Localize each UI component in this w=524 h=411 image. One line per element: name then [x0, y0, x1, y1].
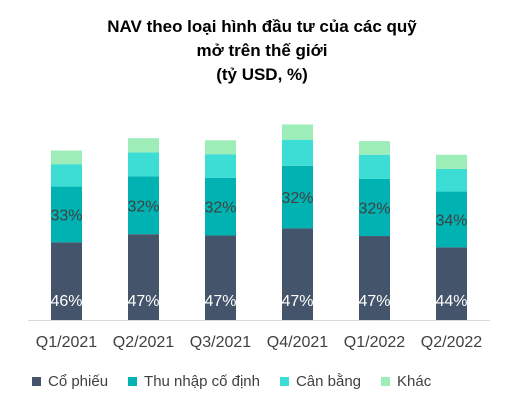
data-label: 32%: [281, 190, 313, 207]
bar-segment: [436, 247, 467, 320]
chart-title-line-1: NAV theo loại hình đầu tư của các quỹ: [107, 17, 417, 36]
data-label: 32%: [358, 201, 390, 218]
data-label: 47%: [127, 293, 159, 310]
bar-segment: [51, 164, 82, 187]
chart-title-line-3: (tỷ USD, %): [216, 65, 308, 84]
bar-segment: [359, 178, 390, 237]
bar-segment: [128, 234, 159, 320]
bar-segment: [205, 154, 236, 178]
bar-segment: [51, 242, 82, 320]
legend-label: Khác: [397, 373, 432, 390]
bar-segment: [51, 186, 82, 243]
data-label: 33%: [50, 207, 82, 224]
data-label: 44%: [435, 293, 467, 310]
legend-swatch: [32, 377, 41, 386]
x-tick-label: Q2/2022: [421, 334, 482, 351]
bar-segment: [359, 236, 390, 320]
bar-segment: [205, 235, 236, 320]
bar-segment: [128, 138, 159, 153]
data-label: 47%: [281, 293, 313, 310]
bar-segment: [205, 140, 236, 155]
bar-segment: [359, 154, 390, 179]
x-tick-label: Q1/2021: [36, 334, 97, 351]
bar-segment: [128, 176, 159, 235]
data-label: 47%: [358, 293, 390, 310]
data-label: 46%: [50, 293, 82, 310]
legend-label: Thu nhập cố định: [144, 373, 260, 390]
bar-segment: [128, 152, 159, 177]
stacked-bar-chart: 46% 33% Q1/2021 47% 32% Q2/2021 47% 32% Q3/2021 4…: [28, 124, 490, 351]
bar-segment: [436, 191, 467, 248]
legend-item-can-bang: Cân bằng: [279, 373, 362, 390]
bar-segment: [359, 141, 390, 155]
x-tick-label: Q3/2021: [190, 334, 251, 351]
chart-legend: Cổ phiếu Thu nhập cố định Cân bằng Khác: [32, 373, 431, 390]
chart-title-line-2: mở trên thế giới: [196, 41, 328, 60]
x-tick-label: Q1/2022: [344, 334, 405, 351]
bar-segment: [282, 139, 313, 166]
bar-segment: [282, 228, 313, 320]
data-label: 34%: [435, 212, 467, 229]
data-label: 47%: [204, 293, 236, 310]
legend-swatch: [128, 377, 138, 386]
x-tick-label: Q4/2021: [267, 334, 328, 351]
bar-segment: [282, 165, 313, 229]
legend-item-khac: Khác: [381, 373, 431, 390]
bar-segment: [282, 124, 313, 140]
legend-label: Cổ phiếu: [48, 373, 109, 390]
legend-label: Cân bằng: [295, 373, 362, 390]
legend-item-co-phieu: Cổ phiếu: [32, 373, 108, 390]
bar-segment: [205, 177, 236, 236]
bar-segment: [51, 150, 82, 165]
legend-swatch: [279, 377, 289, 386]
bar-segment: [436, 168, 467, 192]
legend-item-thu-nhap-co-dinh: Thu nhập cố định: [128, 373, 260, 390]
data-label: 32%: [204, 200, 236, 217]
data-label: 32%: [127, 198, 159, 215]
legend-swatch: [381, 377, 391, 386]
x-tick-label: Q2/2021: [113, 334, 174, 351]
bar-segment: [436, 154, 467, 169]
